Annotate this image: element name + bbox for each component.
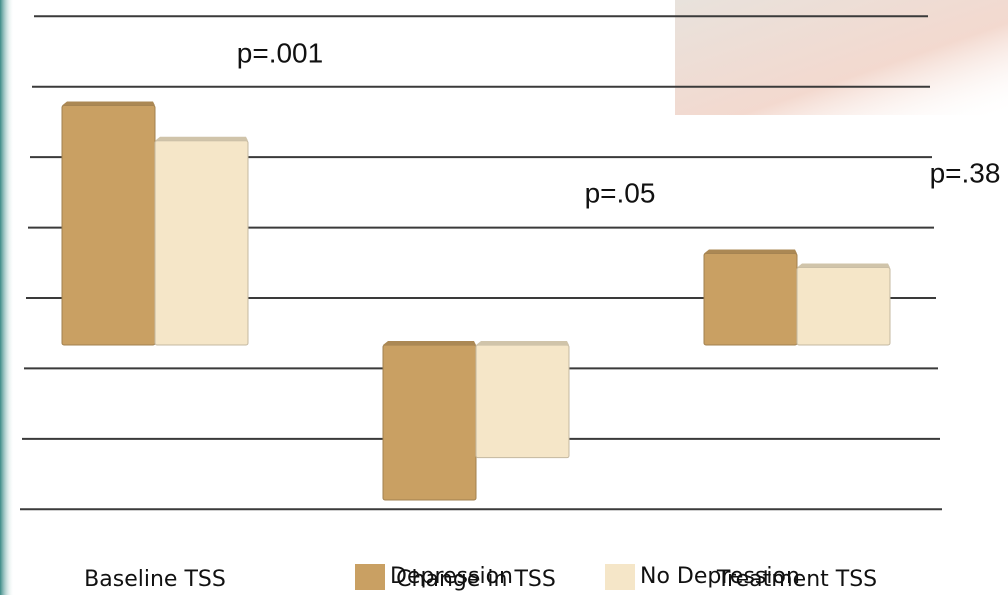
annotation: p=.05 (585, 177, 656, 208)
legend-label: No Depression (640, 564, 800, 589)
bar-top (62, 101, 155, 106)
bar (703, 252, 798, 346)
legend-label: Depression (390, 564, 513, 589)
bar-top (155, 136, 248, 141)
bar (61, 105, 156, 346)
bar-group (382, 341, 477, 501)
bar-top (383, 341, 476, 345)
bar-group (61, 101, 156, 346)
annotation: p=.38 (930, 157, 1001, 188)
background-edge (0, 0, 14, 595)
legend-swatch (605, 564, 635, 590)
bar-group (154, 136, 249, 346)
bar-top (476, 341, 569, 345)
bar (382, 344, 477, 501)
bar-top (797, 263, 890, 268)
x-tick-label: Baseline TSS (84, 567, 226, 592)
legend-swatch (355, 564, 385, 590)
bar (475, 344, 570, 459)
background-image (675, 0, 1008, 115)
bar (796, 267, 891, 346)
bar-group (703, 249, 798, 346)
annotation: p=.001 (237, 37, 323, 68)
x-tick-label: Change in TSS (396, 567, 556, 592)
bar-top (704, 249, 797, 254)
bar (154, 140, 249, 346)
bar-group (475, 341, 570, 459)
x-tick-label: Treatment TSS (716, 567, 877, 592)
bar-group (796, 263, 891, 346)
